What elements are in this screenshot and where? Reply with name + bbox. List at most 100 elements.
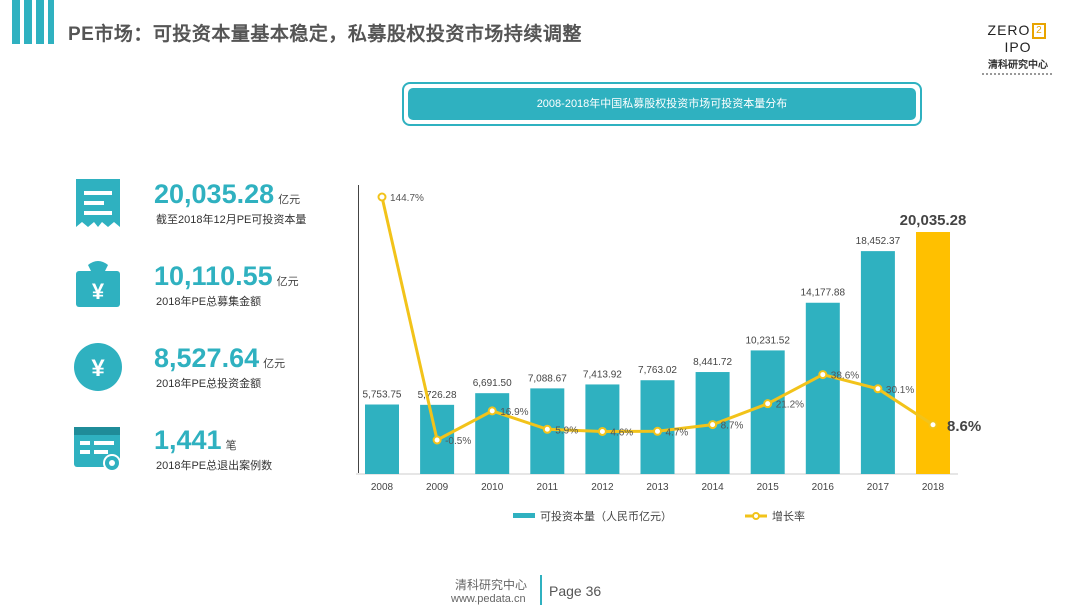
svg-text:¥: ¥ <box>92 279 105 304</box>
stat-label: 2018年PE总退出案例数 <box>156 460 273 472</box>
bar-value-label: 14,177.88 <box>801 288 846 299</box>
page-title: PE市场：可投资本量基本稳定，私募股权投资市场持续调整 <box>68 24 582 45</box>
growth-point <box>873 384 883 394</box>
logo-tagline-decoration <box>982 73 1054 76</box>
logo-part-left: ZERO <box>987 22 1031 38</box>
stat-value: 8,527.64 亿元 <box>154 343 285 374</box>
brand-logo: ZERO 2IPO 清科研究中心 <box>976 22 1060 76</box>
legend-bar-label: 可投资本量（人民币亿元） <box>540 509 672 523</box>
bar-value-label: 5,726.28 <box>418 390 457 401</box>
growth-point <box>818 370 828 380</box>
bar-value-label: 7,413.92 <box>583 369 622 380</box>
stat-unit: 亿元 <box>278 194 301 206</box>
x-tick-label: 2017 <box>867 482 890 493</box>
stat-label: 2018年PE总募集金额 <box>156 296 262 308</box>
x-tick-label: 2018 <box>922 482 945 493</box>
bar-value-label: 7,763.02 <box>638 365 677 376</box>
bar-value-label: 5,753.75 <box>363 390 402 401</box>
growth-point <box>597 426 607 436</box>
legend-line-marker <box>752 512 760 520</box>
logo-subtitle: 清科研究中心 <box>988 60 1048 72</box>
stat-number: 1,441 <box>154 425 222 455</box>
growth-point <box>487 406 497 416</box>
growth-value-label: 8.6% <box>947 418 981 435</box>
bar-value-label: 10,231.52 <box>745 335 790 346</box>
bar <box>475 393 510 474</box>
bar <box>365 404 399 474</box>
growth-value-label: 8.7% <box>721 421 744 432</box>
logo-wordmark: ZERO 2IPO <box>976 22 1060 55</box>
growth-value-label: 38.6% <box>831 371 859 382</box>
stat-label: 截至2018年12月PE可投资本量 <box>156 214 307 226</box>
footer-separator <box>540 575 542 605</box>
page-number: Page 36 <box>549 583 602 599</box>
bar <box>750 350 785 474</box>
legend-line-label: 增长率 <box>772 509 805 523</box>
x-tick-label: 2016 <box>812 482 835 493</box>
bar <box>916 232 950 474</box>
bar <box>860 251 895 474</box>
logo-part-right: IPO <box>1004 39 1032 56</box>
accent-bar-4 <box>48 0 54 44</box>
x-tick-label: 2008 <box>371 482 394 493</box>
stat-value: 20,035.28 亿元 <box>154 179 300 210</box>
title-accent-bars <box>12 0 54 44</box>
x-tick-label: 2010 <box>481 482 504 493</box>
growth-value-label: 5.9% <box>555 425 578 436</box>
growth-value-label: 4.7% <box>666 427 689 438</box>
receipt-icon <box>76 179 120 227</box>
accent-bar-3 <box>36 0 44 44</box>
case-card-icon <box>74 427 121 472</box>
x-tick-label: 2012 <box>591 482 614 493</box>
growth-value-label: 16.9% <box>500 407 528 418</box>
stat-number: 8,527.64 <box>154 343 260 373</box>
stat-value: 10,110.55 亿元 <box>154 261 299 292</box>
logo-mark: 2 <box>1032 23 1047 40</box>
bar <box>805 302 840 474</box>
growth-point <box>432 435 442 445</box>
stat-number: 10,110.55 <box>154 261 273 291</box>
stat-total-fundraising: ¥ 10,110.55 亿元 2018年PE总募集金额 <box>72 259 372 315</box>
bar-value-label: 6,691.50 <box>473 378 512 389</box>
growth-point <box>763 399 773 409</box>
x-tick-label: 2014 <box>701 482 724 493</box>
growth-point <box>377 192 387 202</box>
growth-value-label: -0.5% <box>445 436 471 447</box>
x-tick-label: 2011 <box>537 482 559 493</box>
stat-exit-cases: 1,441 笔 2018年PE总退出案例数 <box>72 423 372 479</box>
stat-unit: 亿元 <box>263 358 286 370</box>
bar-value-label: 8,441.72 <box>693 357 732 368</box>
bar-value-label: 18,452.37 <box>856 236 901 247</box>
accent-bar-2 <box>24 0 32 44</box>
money-bag-icon: ¥ <box>76 261 120 307</box>
stat-available-capital: 20,035.28 亿元 截至2018年12月PE可投资本量 <box>72 177 372 233</box>
panel-divider <box>358 185 359 473</box>
growth-point <box>708 420 718 430</box>
x-tick-label: 2015 <box>757 482 780 493</box>
growth-point <box>542 424 552 434</box>
stat-total-investment: ¥ 8,527.64 亿元 2018年PE总投资金额 <box>72 341 372 397</box>
accent-bar-1 <box>12 0 20 44</box>
chart-title: 2008-2018年中国私募股权投资市场可投资本量分布 <box>408 88 916 120</box>
bar-value-label: 20,035.28 <box>900 212 967 229</box>
yuan-coin-icon: ¥ <box>74 343 122 391</box>
stat-unit: 亿元 <box>276 276 299 288</box>
bar-value-label: 7,088.67 <box>528 373 567 384</box>
chart-title-box: 2008-2018年中国私募股权投资市场可投资本量分布 <box>402 82 922 126</box>
legend-bar-swatch <box>513 513 535 518</box>
growth-point <box>653 426 662 436</box>
growth-value-label: 21.2% <box>776 400 804 411</box>
x-tick-label: 2013 <box>646 482 669 493</box>
growth-value-label: 4.6% <box>610 427 633 438</box>
x-tick-label: 2009 <box>426 482 449 493</box>
footer-org: 清科研究中心 <box>455 578 528 592</box>
growth-value-label: 144.7% <box>390 193 424 204</box>
footer-url: www.pedata.cn <box>451 593 526 605</box>
stat-number: 20,035.28 <box>154 179 275 209</box>
svg-text:¥: ¥ <box>91 355 105 382</box>
stat-value: 1,441 笔 <box>154 425 237 456</box>
growth-value-label: 30.1% <box>886 385 914 396</box>
stat-unit: 笔 <box>225 440 237 452</box>
stat-label: 2018年PE总投资金额 <box>156 378 262 390</box>
